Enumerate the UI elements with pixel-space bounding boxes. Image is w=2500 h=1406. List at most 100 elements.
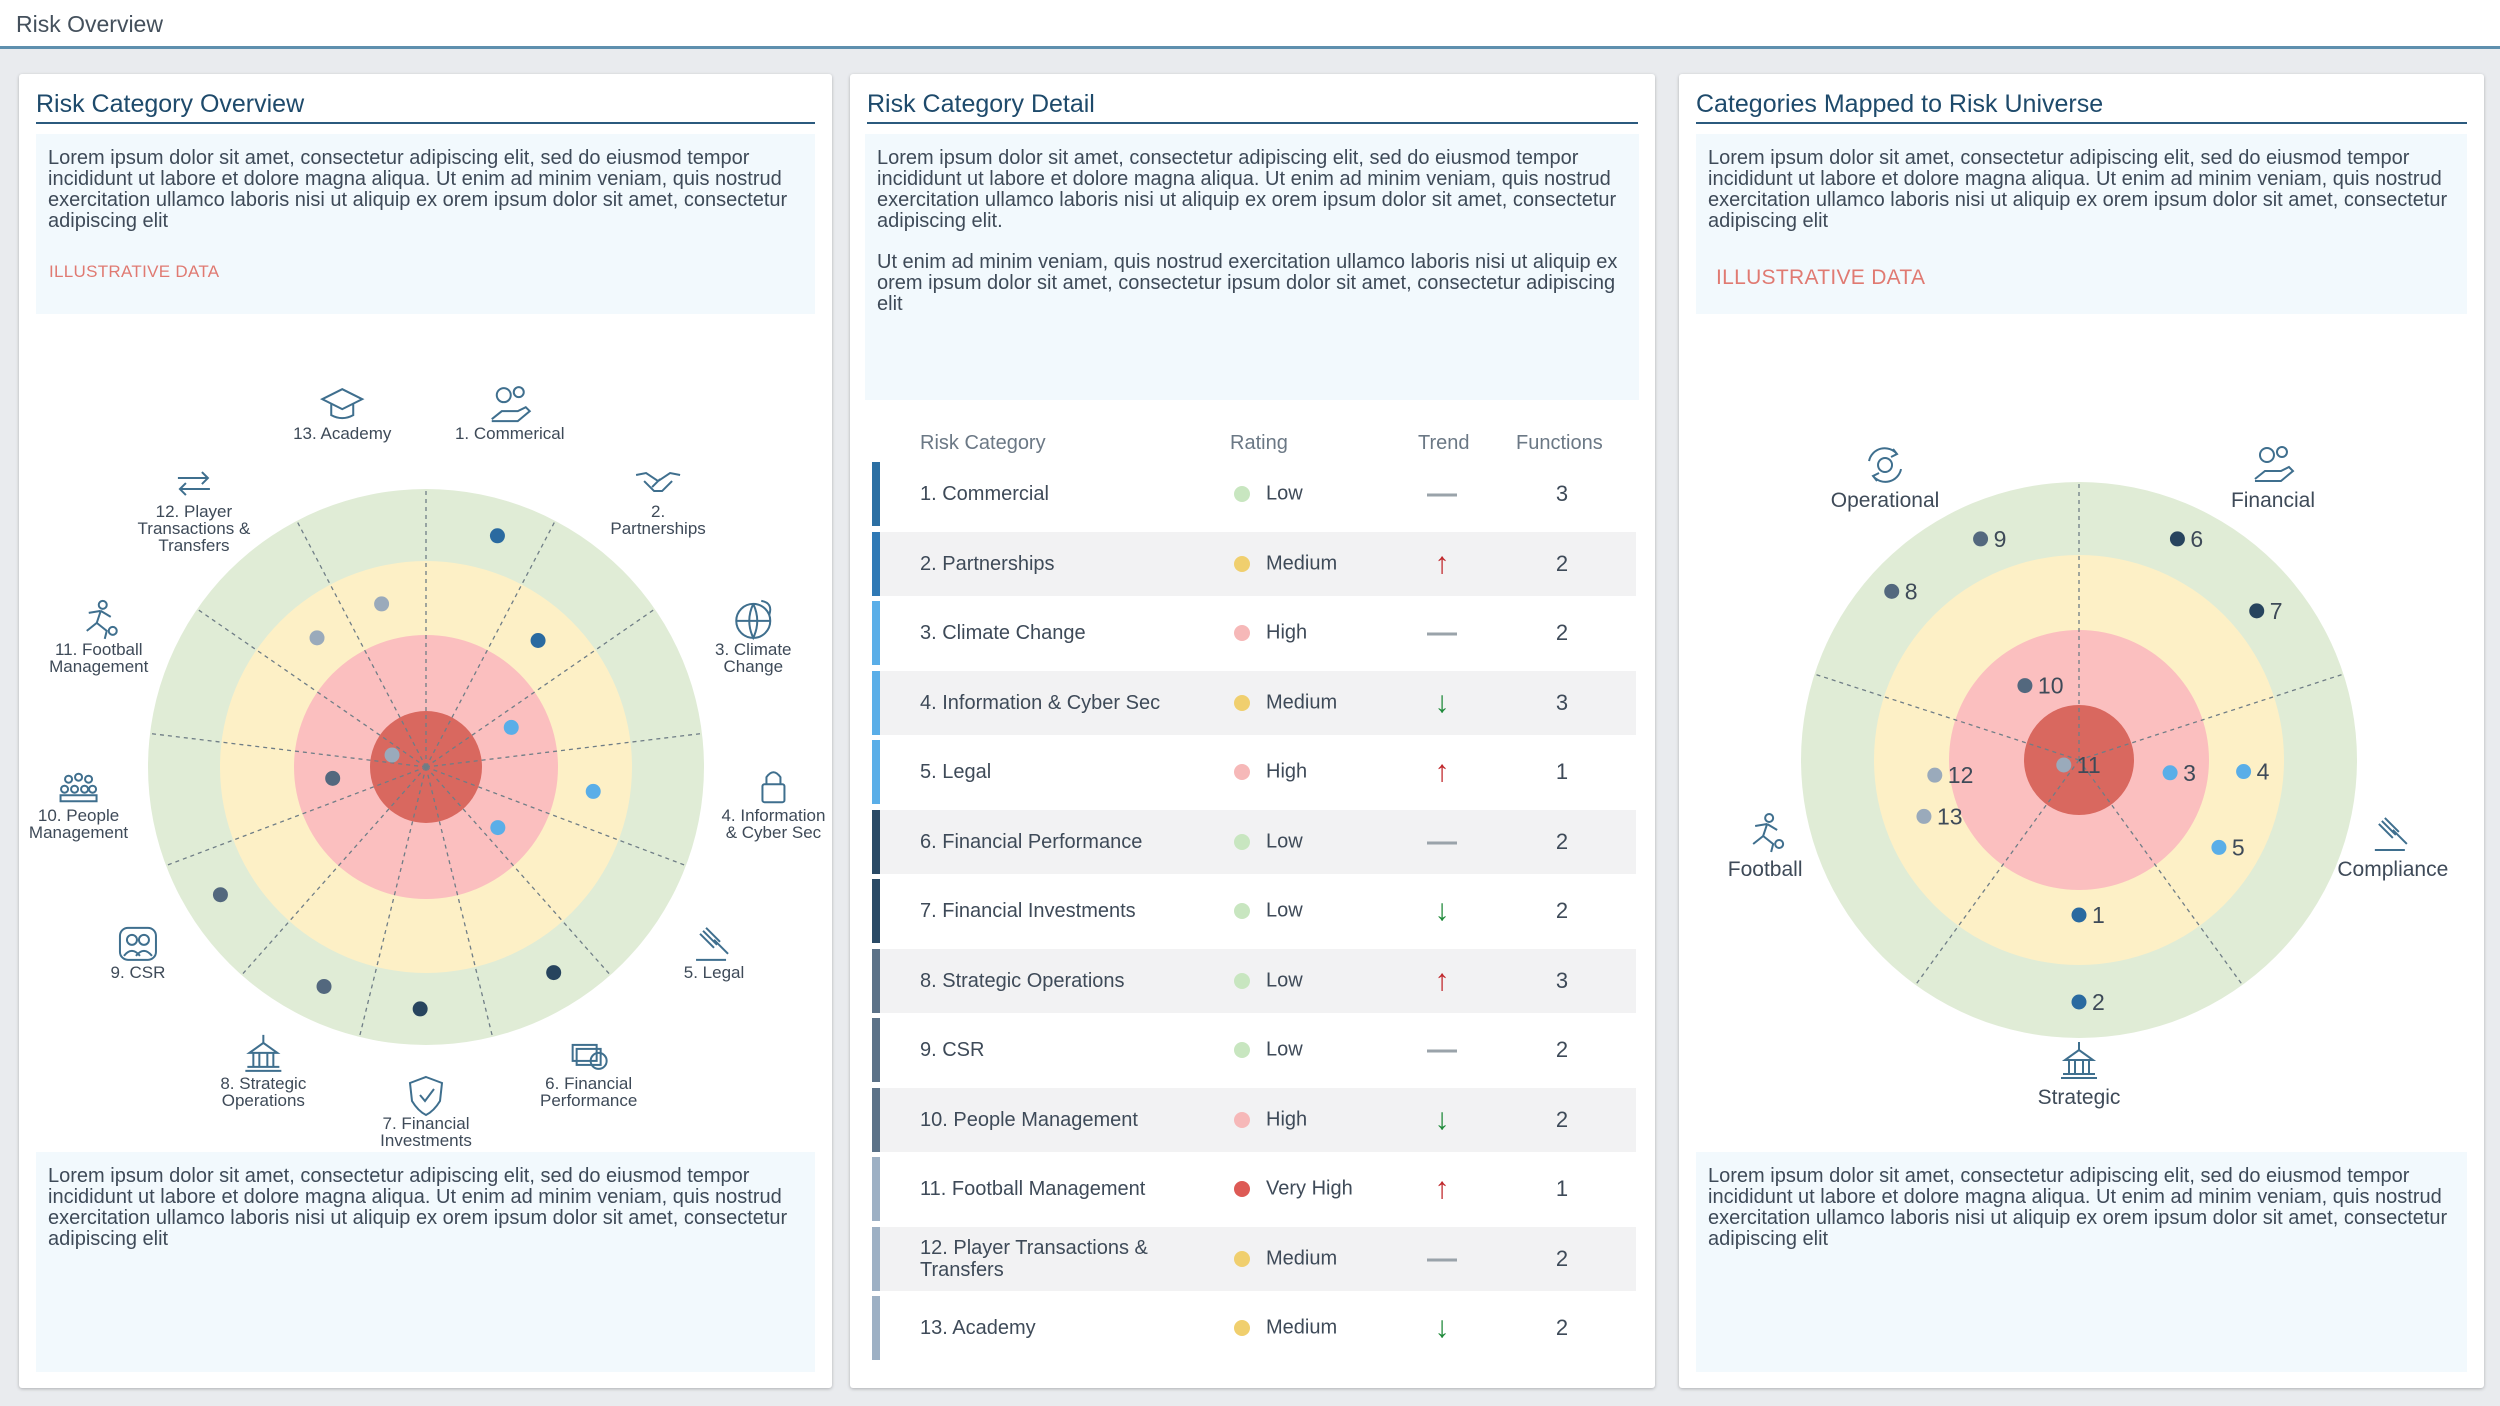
table-row[interactable]: 11. Football Management Very High ↑ 1 [872,1157,1636,1221]
trend-arrow-icon: ↑ [1434,1172,1450,1205]
sector-label: Football [1728,858,1803,881]
functions-cell: 2 [1555,1037,1569,1062]
trend-arrow-icon: ↓ [1434,1311,1450,1344]
risk-universe-panel: Categories Mapped to Risk Universe Lorem… [1679,74,2484,1388]
table-row[interactable]: 3. Climate Change High — 2 [872,601,1636,665]
transfer-arrows-icon [177,471,210,496]
table-row[interactable]: 7. Financial Investments Low ↓ 2 [872,879,1636,943]
category-label-line: 5. Legal [684,963,745,982]
building-icon [245,1034,282,1072]
sector-divider [241,766,427,976]
table-row[interactable]: 9. CSR Low — 2 [872,1018,1636,1082]
data-point-label: 8 [1905,578,1918,604]
sector-dividers [149,489,703,1038]
intro-paragraph-2: Ut enim ad minim veniam, quis nostrud ex… [877,251,1618,315]
trend-arrow-icon: ↓ [1434,685,1450,719]
padlock-icon [761,771,786,804]
data-point-label: 7 [2270,598,2283,624]
rating-cell: Low [1266,969,1303,991]
rating-cell: Medium [1266,691,1338,713]
category-color-bar [872,1226,880,1291]
community-icon [118,926,157,961]
sector-divider [196,608,427,768]
functions-cell: 1 [1555,759,1569,784]
category-label-line: 3. Climate [715,640,792,659]
category-color-bar [872,1157,880,1221]
category-label-line: Management [49,657,149,676]
header-trend: Trend [1418,432,1470,454]
rating-cell: Medium [1266,1316,1338,1339]
data-point [309,630,325,646]
sector-divider [425,766,494,1038]
category-label: 11. Football Management [49,640,149,676]
table-row[interactable]: 12. Player Transactions & Transfers Mediu… [872,1226,1636,1291]
data-point [2162,765,2178,781]
rating-dot-icon [1234,625,1250,641]
panel-title: Risk Category Detail [867,82,1638,124]
sector-divider [425,732,703,768]
table-row[interactable]: 4. Information & Cyber Sec Medium ↓ 3 [872,670,1636,735]
table-row[interactable]: 1. Commercial Low — 3 [872,462,1636,526]
data-point [2071,994,2087,1010]
sector-divider [425,520,556,768]
sector-divider [2078,673,2344,761]
data-point [1884,583,1900,599]
data-point [316,978,332,994]
sector-divider [425,608,656,768]
data-point-label: 5 [2232,834,2245,860]
gavel-icon [2374,817,2408,851]
data-point [490,820,506,836]
category-label: 2. Partnerships [610,502,705,538]
category-cell: 12. Player Transactions & Transfers [920,1236,1148,1281]
table-row[interactable]: 5. Legal High ↑ 1 [872,740,1636,804]
header-risk-category: Risk Category [920,432,1046,454]
category-label-line: 4. Information [721,806,825,825]
intro-text: Lorem ipsum dolor sit amet, consectetur … [865,134,1639,400]
functions-cell: 2 [1555,620,1569,645]
rating-dot-icon [1234,1250,1250,1267]
table-row[interactable]: 2. Partnerships Medium ↑ 2 [872,531,1636,596]
gear-cycle-icon [1868,447,1903,483]
category-color-bar [872,1018,880,1082]
category-label-line: 8. Strategic [220,1074,306,1093]
functions-cell: 3 [1555,689,1569,715]
category-label-line: Operations [222,1091,305,1110]
intro-text: Lorem ipsum dolor sit amet, consectetur … [1696,134,2467,314]
category-label-line: 12. Player [156,502,233,521]
table-row[interactable]: 6. Financial Performance Low — 2 [872,809,1636,874]
category-label-line: Investments [380,1131,472,1150]
data-point-label: 6 [2190,526,2203,552]
data-point [585,783,601,799]
category-cell: 9. CSR [920,1039,985,1061]
data-point-label: 10 [2038,673,2064,699]
category-color-bar [872,879,880,943]
data-point [384,747,400,763]
category-cell: 3. Climate Change [920,622,1086,644]
data-point [2249,603,2265,619]
category-color-bar [872,948,880,1013]
sector-dividers [1814,482,2344,986]
table-row[interactable]: 10. People Management High ↓ 2 [872,1087,1636,1152]
table-row[interactable]: 8. Strategic Operations Low ↑ 3 [872,948,1636,1013]
table-row[interactable]: 13. Academy Medium ↓ 2 [872,1296,1636,1360]
category-label-line: 7. Financial [383,1114,470,1133]
sector-label: Financial [2231,489,2315,512]
sector-divider [2078,759,2243,986]
category-label-line: & Cyber Sec [726,823,822,842]
category-label-line: 1. Commerical [455,424,565,443]
rating-dot-icon [1234,694,1250,711]
sector-divider [1814,673,2080,761]
rating-cell: Medium [1266,1247,1338,1269]
data-point [2071,907,2087,923]
cash-stack-icon [571,1043,608,1070]
money-hand-icon [491,386,532,423]
rating-dot-icon [1234,1181,1250,1197]
data-point [546,965,562,981]
data-point [1927,767,1943,783]
page-title: Risk Overview [16,11,163,37]
category-color-bar [872,601,880,665]
data-points [212,528,601,1017]
table-body: 1. Commercial Low — 3 2. Partnerships Medium ↑… [872,462,1636,1360]
category-cell: 2. Partnerships [920,552,1055,575]
